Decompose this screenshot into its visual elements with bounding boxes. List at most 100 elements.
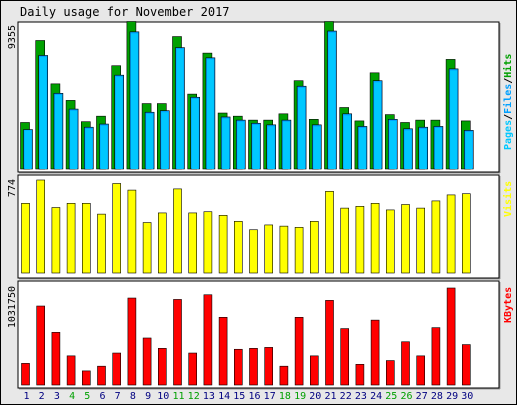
pages-bar-15 (237, 121, 245, 169)
visits-bar-2 (36, 179, 46, 274)
kbytes-bar-26 (401, 341, 410, 386)
visits-bar-9 (142, 222, 152, 274)
chart-title: Daily usage for November 2017 (20, 5, 230, 19)
pages-bar-3 (54, 94, 62, 169)
visits-bar-7 (112, 183, 121, 274)
x-tick-label-4: 4 (69, 391, 75, 402)
kbytes-bar-27 (416, 355, 426, 386)
visits-bar-11 (173, 188, 182, 274)
legend-files: Files (502, 84, 514, 114)
visits-bar-16 (249, 229, 258, 274)
visits-bar-4 (66, 203, 76, 274)
pages-bar-24 (374, 82, 382, 169)
visits-bar-14 (218, 215, 228, 274)
x-tick-label-16: 16 (248, 391, 260, 402)
kbytes-bar-20 (309, 355, 319, 386)
x-tick-label-18: 18 (279, 391, 291, 402)
visits-bar-24 (370, 203, 380, 274)
pages-bar-1 (24, 130, 32, 169)
x-tick-label-1: 1 (23, 391, 29, 402)
visits-bar-8 (127, 189, 137, 274)
kbytes-bar-30 (461, 344, 471, 386)
legend-pages: Pages (503, 120, 514, 150)
x-tick-label-17: 17 (264, 391, 276, 402)
kbytes-bar-25 (385, 360, 395, 386)
kbytes-bar-2 (36, 305, 46, 386)
x-tick-label-22: 22 (340, 391, 352, 402)
pages-bar-16 (252, 124, 260, 169)
pages-bar-10 (161, 112, 169, 169)
x-tick-label-23: 23 (355, 391, 367, 402)
x-tick-label-6: 6 (99, 391, 105, 402)
kbytes-bar-21 (325, 300, 334, 386)
kbytes-bar-7 (112, 352, 121, 386)
pages-bar-9 (146, 113, 154, 169)
x-tick-label-12: 12 (188, 391, 200, 402)
x-tick-label-9: 9 (145, 391, 151, 402)
kbytes-bar-28 (431, 327, 441, 386)
pages-bar-4 (70, 110, 78, 169)
pages-bar-28 (434, 128, 442, 169)
x-tick-label-5: 5 (84, 391, 90, 402)
visits-bar-23 (355, 206, 365, 274)
pages-bar-8 (130, 33, 138, 170)
x-tick-label-20: 20 (309, 391, 321, 402)
pages-bar-23 (358, 128, 366, 169)
visits-bar-5 (82, 203, 91, 274)
kbytes-ymax-label: 1031750 (7, 286, 18, 328)
visits-bar-21 (325, 190, 334, 274)
pages-bar-21 (328, 32, 336, 169)
kbytes-bar-5 (82, 370, 91, 386)
legend-separator: / (503, 78, 514, 84)
visits-bar-27 (416, 207, 426, 274)
kbytes-bar-3 (51, 332, 61, 386)
hits-ymax-label: 9355 (7, 25, 18, 49)
visits-bar-17 (264, 224, 274, 274)
kbytes-bar-14 (218, 317, 228, 386)
visits-bar-3 (51, 207, 61, 274)
pages-bar-25 (389, 120, 397, 169)
kbytes-bar-17 (264, 347, 274, 386)
visits-bar-28 (431, 200, 441, 274)
x-tick-label-8: 8 (130, 391, 136, 402)
pages-bar-20 (313, 126, 321, 169)
x-tick-label-13: 13 (203, 391, 215, 402)
visits-bar-1 (21, 203, 30, 274)
pages-bar-26 (404, 130, 412, 169)
visits-bar-19 (294, 227, 304, 274)
pages-bar-14 (222, 118, 230, 169)
kbytes-bar-18 (279, 365, 289, 386)
x-tick-label-10: 10 (157, 391, 169, 402)
kbytes-bar-8 (127, 297, 137, 386)
pages-bar-2 (39, 57, 47, 169)
visits-bar-22 (340, 207, 350, 274)
kbytes-bar-16 (249, 348, 258, 386)
pages-bar-17 (267, 126, 275, 169)
x-tick-label-7: 7 (115, 391, 121, 402)
x-tick-label-21: 21 (324, 391, 336, 402)
kbytes-bar-1 (21, 363, 30, 386)
kbytes-bar-11 (173, 299, 182, 386)
pages-bar-30 (465, 131, 473, 169)
visits-ymax-label: 774 (7, 179, 18, 197)
pages-bar-27 (419, 128, 427, 169)
pages-bar-5 (85, 128, 93, 169)
kbytes-bar-13 (203, 294, 213, 386)
visits-bar-25 (385, 209, 395, 274)
hits-files-pages-legend: Pages/Files/Hits (502, 54, 514, 150)
visits-bar-29 (446, 194, 456, 274)
x-tick-label-14: 14 (218, 391, 230, 402)
pages-bar-18 (282, 121, 290, 169)
x-tick-label-28: 28 (431, 391, 443, 402)
kbytes-bar-24 (370, 319, 380, 386)
pages-bar-12 (191, 98, 199, 169)
x-tick-label-3: 3 (54, 391, 60, 402)
x-tick-label-29: 29 (446, 391, 458, 402)
x-tick-label-30: 30 (461, 391, 473, 402)
kbytes-bar-4 (66, 355, 76, 386)
pages-bar-22 (343, 115, 351, 169)
pages-bar-11 (176, 49, 184, 169)
x-tick-label-27: 27 (416, 391, 428, 402)
